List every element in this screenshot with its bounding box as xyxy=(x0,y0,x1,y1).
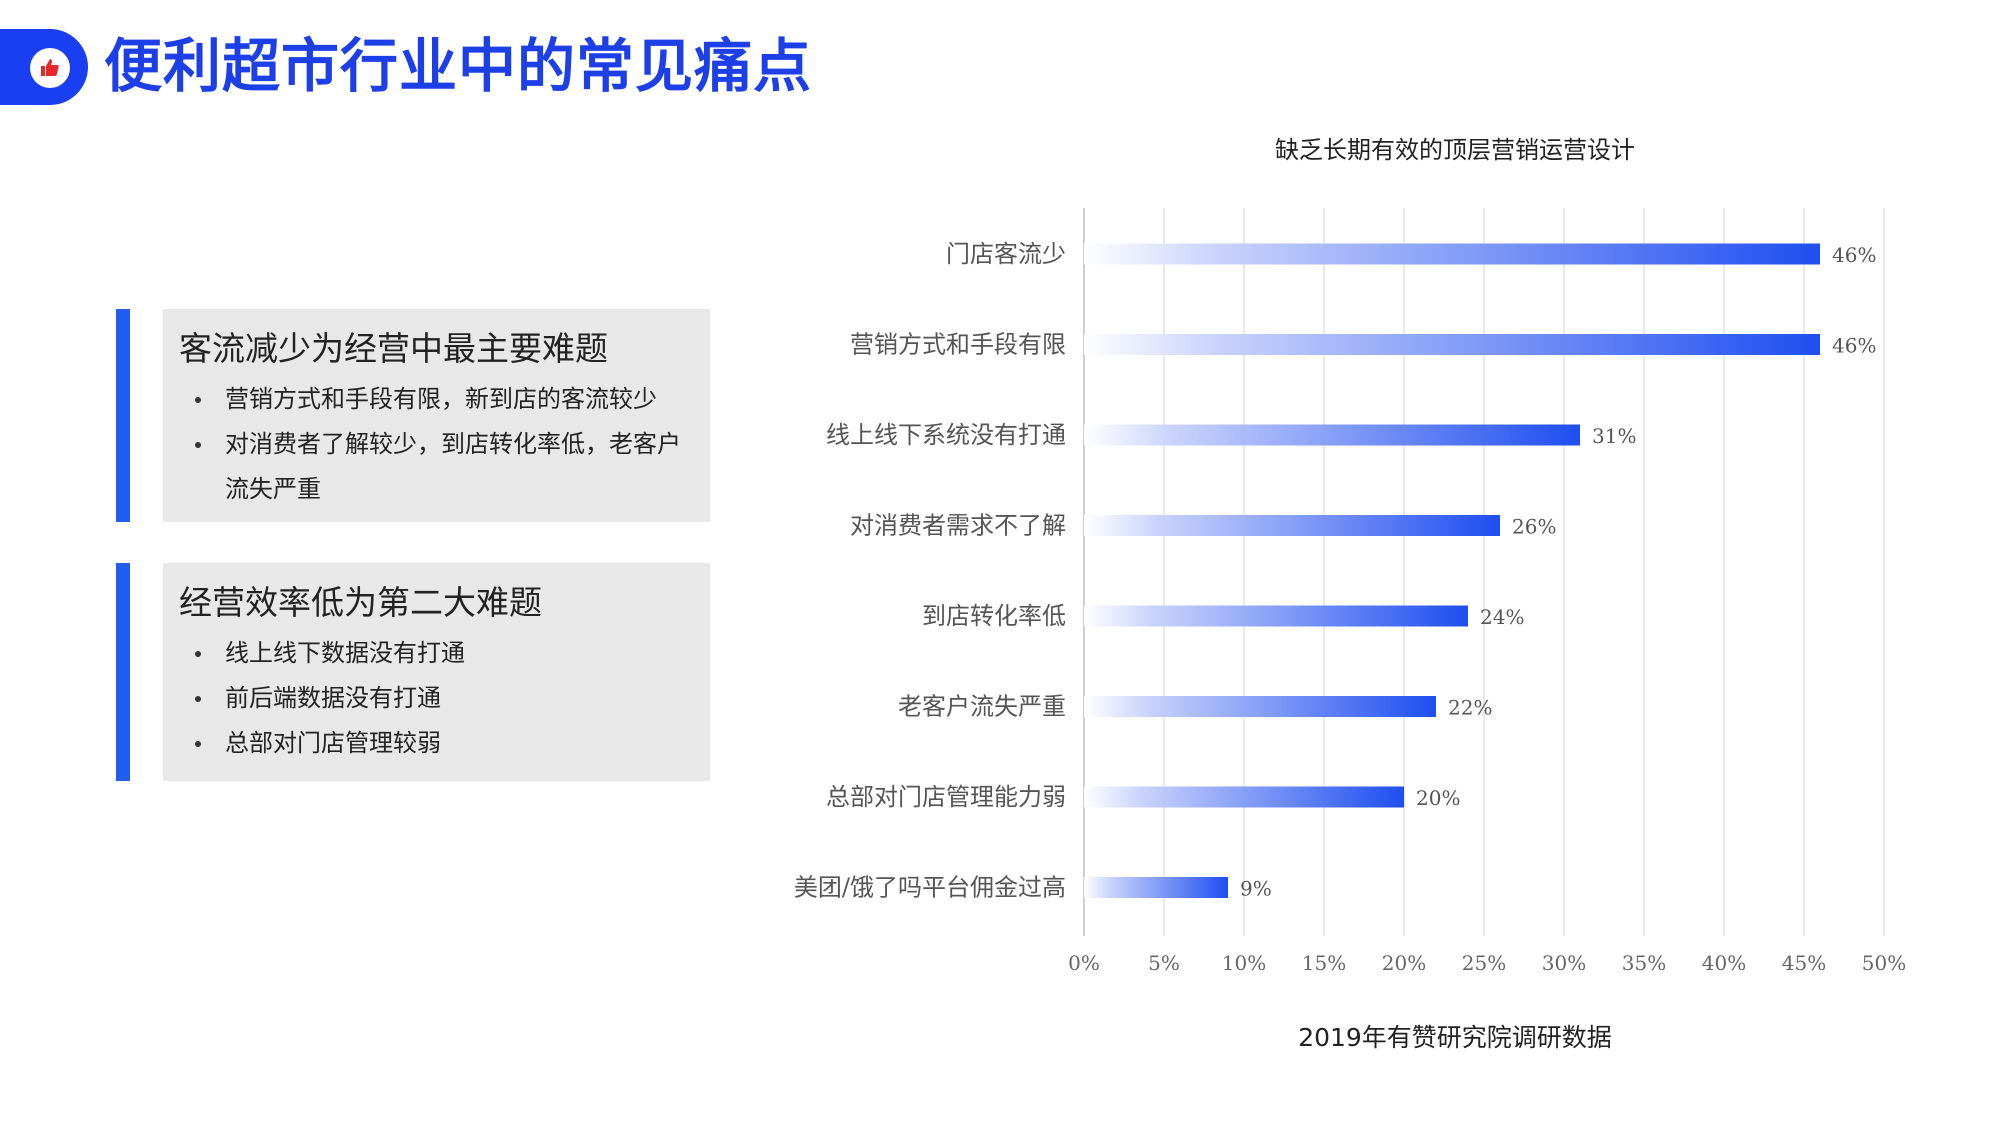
tick-label: 30% xyxy=(1542,951,1586,975)
tick-label: 20% xyxy=(1382,951,1426,975)
category-label: 美团/饿了吗平台佣金过高 xyxy=(794,874,1066,902)
tick-label: 35% xyxy=(1622,951,1666,975)
bar xyxy=(1084,424,1580,446)
tick-label: 10% xyxy=(1222,951,1266,975)
data-label: 46% xyxy=(1832,334,1876,358)
tick-label: 0% xyxy=(1068,951,1100,975)
bullet-item: 前后端数据没有打通 xyxy=(179,676,692,721)
data-label: 9% xyxy=(1240,877,1272,901)
card-heading: 客流减少为经营中最主要难题 xyxy=(179,329,608,368)
category-label: 对消费者需求不了解 xyxy=(850,512,1066,540)
bar xyxy=(1084,334,1820,355)
pain-point-card-1: 客流减少为经营中最主要难题 营销方式和手段有限，新到店的客流较少 对消费者了解较… xyxy=(163,309,710,522)
data-label: 24% xyxy=(1480,605,1524,629)
chart-title: 缺乏长期有效的顶层营销运营设计 xyxy=(1275,136,1635,164)
category-label: 总部对门店管理能力弱 xyxy=(826,783,1066,811)
card-accent-bar xyxy=(116,309,130,522)
data-label: 20% xyxy=(1416,786,1460,810)
data-label: 26% xyxy=(1512,515,1556,539)
thumbs-up-icon xyxy=(30,48,70,88)
bullet-item: 线上线下数据没有打通 xyxy=(179,631,692,676)
bullet-item: 营销方式和手段有限，新到店的客流较少 xyxy=(179,377,692,422)
page-title: 便利超市行业中的常见痛点 xyxy=(104,32,813,100)
data-label: 22% xyxy=(1448,696,1492,720)
tick-label: 45% xyxy=(1782,951,1826,975)
bar xyxy=(1084,243,1820,265)
tick-label: 25% xyxy=(1462,951,1506,975)
bullet-list: 线上线下数据没有打通 前后端数据没有打通 总部对门店管理较弱 xyxy=(179,631,692,766)
card-heading: 经营效率低为第二大难题 xyxy=(179,583,542,622)
data-label: 46% xyxy=(1832,243,1876,267)
bar xyxy=(1084,877,1228,898)
bar xyxy=(1084,515,1500,536)
tick-label: 15% xyxy=(1302,951,1346,975)
data-label: 31% xyxy=(1592,424,1636,448)
bar xyxy=(1084,605,1468,627)
tick-label: 5% xyxy=(1148,951,1180,975)
bullet-item: 总部对门店管理较弱 xyxy=(179,721,692,766)
tick-label: 50% xyxy=(1862,951,1906,975)
bar xyxy=(1084,786,1404,808)
bar xyxy=(1084,696,1436,717)
bullet-list: 营销方式和手段有限，新到店的客流较少 对消费者了解较少，到店转化率低，老客户流失… xyxy=(179,377,692,512)
category-label: 到店转化率低 xyxy=(922,602,1066,630)
pain-point-card-2: 经营效率低为第二大难题 线上线下数据没有打通 前后端数据没有打通 总部对门店管理… xyxy=(163,563,710,781)
bullet-item: 对消费者了解较少，到店转化率低，老客户流失严重 xyxy=(179,422,692,512)
category-label: 老客户流失严重 xyxy=(898,693,1066,721)
category-label: 线上线下系统没有打通 xyxy=(826,421,1066,449)
category-label: 门店客流少 xyxy=(946,240,1066,268)
tick-label: 40% xyxy=(1702,951,1746,975)
chart-source: 2019年有赞研究院调研数据 xyxy=(1298,1023,1612,1052)
category-label: 营销方式和手段有限 xyxy=(850,331,1066,359)
card-accent-bar xyxy=(116,563,130,781)
